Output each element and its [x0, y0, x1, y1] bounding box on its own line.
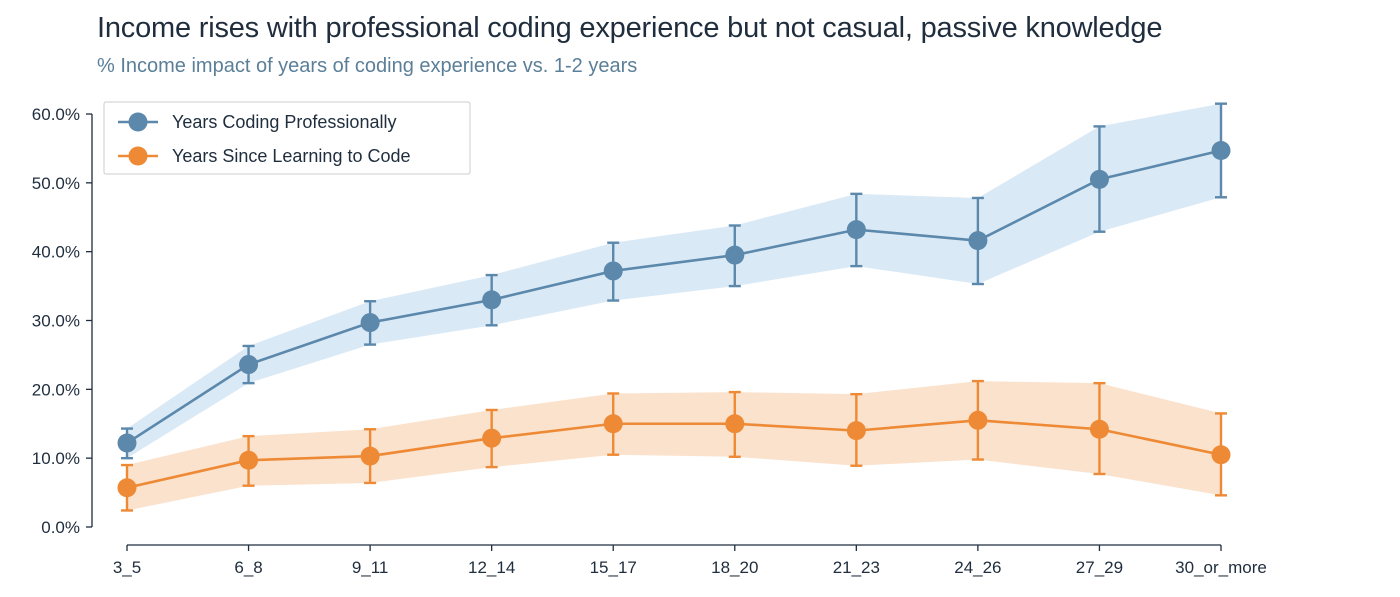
data-point [968, 410, 988, 430]
data-point [846, 421, 866, 441]
axes: 0.0% 10.0% 20.0% 30.0% 40.0% 50.0% 60.0% 3_5 6_8… [32, 105, 1267, 577]
data-point [1089, 419, 1109, 439]
data-point [1211, 140, 1231, 160]
series-lines [126, 149, 1222, 490]
series-line-2 [126, 419, 1222, 490]
legend: Years Coding Professionally Years Since L… [103, 101, 471, 175]
x-tick-label: 21_23 [833, 558, 880, 577]
data-point [482, 428, 502, 448]
legend-label: Years Since Learning to Code [172, 146, 411, 166]
data-point [846, 220, 866, 240]
y-tick-label: 30.0% [32, 312, 80, 331]
data-point [239, 355, 259, 375]
x-tick-label: 27_29 [1076, 558, 1123, 577]
data-point [482, 290, 502, 310]
x-tick-label: 15_17 [590, 558, 637, 577]
x-tick-label: 9_11 [352, 558, 389, 577]
data-point [725, 245, 745, 265]
confidence-bands [127, 103, 1221, 511]
data-point [1211, 445, 1231, 465]
data-point [360, 446, 380, 466]
legend-marker [128, 146, 148, 166]
chart-title: Income rises with professional coding ex… [97, 12, 1163, 44]
legend-box [103, 101, 471, 175]
data-point [603, 261, 623, 281]
data-point [360, 313, 380, 333]
data-point [117, 478, 137, 498]
y-tick-label: 50.0% [32, 174, 80, 193]
x-tick-label: 18_20 [711, 558, 758, 577]
confidence-band-series-2 [127, 381, 1221, 511]
chart-subtitle: % Income impact of years of coding exper… [97, 55, 638, 77]
legend-marker [128, 112, 148, 132]
series-line-1 [126, 149, 1222, 445]
data-point [725, 414, 745, 434]
data-point [117, 433, 137, 453]
y-tick-label: 40.0% [32, 243, 80, 262]
confidence-band-series-1 [127, 103, 1221, 459]
data-points [117, 140, 1231, 498]
y-tick-label: 20.0% [32, 380, 80, 399]
x-tick-label: 24_26 [954, 558, 1001, 577]
y-tick-label: 0.0% [41, 518, 80, 537]
x-tick-label: 30_or_more [1175, 558, 1267, 577]
x-tick-label: 6_8 [234, 558, 262, 577]
x-tick-label: 12_14 [468, 558, 515, 577]
legend-label: Years Coding Professionally [172, 112, 396, 132]
y-tick-label: 60.0% [32, 105, 80, 124]
data-point [1089, 169, 1109, 189]
data-point [239, 450, 259, 470]
data-point [968, 231, 988, 251]
x-tick-label: 3_5 [113, 558, 141, 577]
y-tick-label: 10.0% [32, 449, 80, 468]
data-point [603, 414, 623, 434]
